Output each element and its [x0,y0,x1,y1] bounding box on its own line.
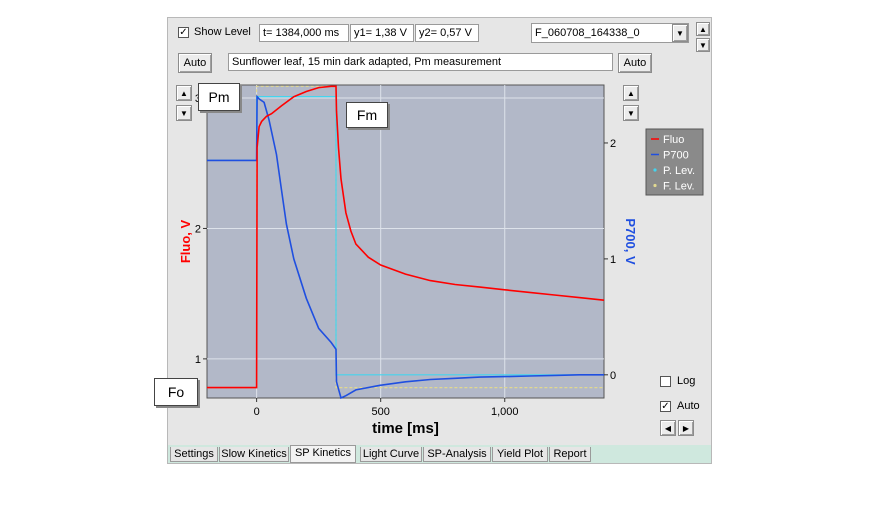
y-left-tick-label: 2 [195,223,201,235]
arrow-down-icon: ▼ [699,41,707,50]
y-left-tick-label: 1 [195,354,201,366]
fo-callout: Fo [154,378,198,406]
legend-entry: P700 [663,150,689,162]
right-axis-up-button[interactable]: ▲ [623,85,639,101]
tab-light-curve[interactable]: Light Curve [360,447,422,462]
auto-right-button[interactable]: Auto [618,53,652,73]
y1-readout: y1= 1,38 V [350,24,414,42]
tab-yield-plot[interactable]: Yield Plot [492,447,548,462]
y-left-axis-label: Fluo, V [178,220,193,264]
tab-slow-kinetics[interactable]: Slow Kinetics [219,447,289,462]
legend: Fluo P700 P. Lev. F. Lev. [645,128,704,196]
chevron-down-icon[interactable]: ▼ [672,24,688,42]
y2-readout: y2= 0,57 V [415,24,479,42]
arrow-right-icon: ▶ [682,424,690,433]
check-icon: ✓ [661,401,670,412]
auto-left-button[interactable]: Auto [178,53,212,73]
legend-entry: Fluo [663,134,684,146]
auto-label: Auto [677,400,700,412]
tab-sp-kinetics[interactable]: SP Kinetics [290,445,356,463]
x-tick-label: 500 [372,406,390,418]
scroll-right-button[interactable]: ▶ [678,420,694,436]
x-axis-label: time [ms] [372,420,439,437]
scroll-left-button[interactable]: ◀ [660,420,676,436]
y-right-axis-label: P700, V [623,218,638,265]
comment-field[interactable]: Sunflower leaf, 15 min dark adapted, Pm … [228,53,613,71]
plot-area [206,84,605,399]
series-line-fluo [207,85,605,389]
left-axis-up-button[interactable]: ▲ [176,85,192,101]
t-readout: t= 1384,000 ms [259,24,349,42]
auto-checkbox[interactable]: ✓ [660,401,671,412]
arrow-left-icon: ◀ [664,424,672,433]
x-tick-label: 1,000 [491,406,519,418]
sp-kinetics-window: ✓ Show Level t= 1384,000 ms y1= 1,38 V y… [154,17,713,465]
x-tick-label: 0 [254,406,260,418]
show-level-label: Show Level [194,26,251,38]
fm-callout: Fm [346,102,388,128]
tab-report[interactable]: Report [549,447,591,462]
arrow-up-icon: ▲ [627,89,635,98]
pm-callout: Pm [198,83,240,111]
y-right-tick-label: 0 [610,370,616,382]
file-select[interactable]: F_060708_164338_0 ▼ [531,23,689,43]
legend-swatch [653,183,657,188]
series-line-p700 [207,94,604,400]
check-icon: ✓ [179,27,188,38]
arrow-down-icon: ▼ [627,109,635,118]
y-right-tick-label: 1 [610,254,616,266]
file-prev-button[interactable]: ▲ [696,22,710,36]
arrow-up-icon: ▲ [180,89,188,98]
tab-settings[interactable]: Settings [170,447,218,462]
log-checkbox[interactable] [660,376,671,387]
legend-swatch [653,168,657,172]
tab-sp-analysis[interactable]: SP-Analysis [423,447,491,462]
tab-strip: Settings Slow Kinetics SP Kinetics Light… [168,445,711,463]
log-label: Log [677,375,696,387]
legend-entry: P. Lev. [663,165,695,177]
right-axis-down-button[interactable]: ▼ [623,105,639,121]
file-select-value: F_060708_164338_0 [535,27,640,39]
arrow-down-icon: ▼ [180,109,188,118]
left-axis-down-button[interactable]: ▼ [176,105,192,121]
arrow-up-icon: ▲ [699,25,707,34]
y-left-tick-label: 3 [195,93,201,105]
legend-entry: F. Lev. [663,181,695,193]
y-right-tick-label: 2 [610,138,616,150]
file-next-button[interactable]: ▼ [696,38,710,52]
sp-kinetics-chart[interactable]: 0 500 1,000 1 2 3 0 1 2 Fluo P700 P. Lev. F. Lev. t… [168,18,713,465]
show-level-checkbox[interactable]: ✓ [178,27,189,38]
